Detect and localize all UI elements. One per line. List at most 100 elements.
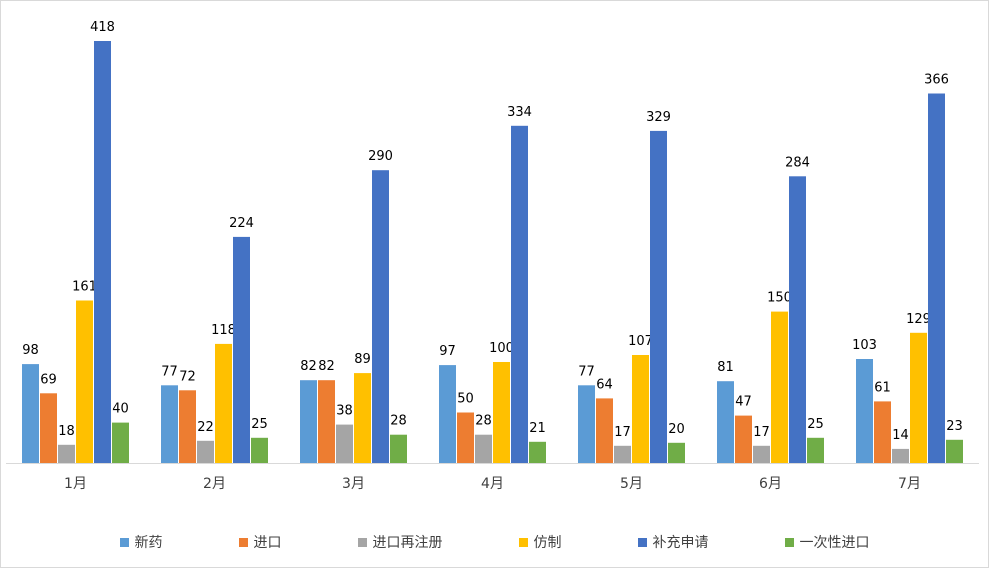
bar [457, 412, 474, 463]
legend-swatch [357, 537, 367, 547]
data-label: 14 [892, 428, 909, 443]
legend-label: 仿制 [533, 535, 562, 551]
bar [632, 355, 649, 463]
legend-item: 仿制 [518, 532, 562, 552]
x-tick-label: 6月 [759, 476, 782, 492]
bar [354, 373, 371, 463]
bar [215, 343, 232, 463]
legend-label: 新药 [134, 535, 163, 551]
legend-swatch [637, 537, 647, 547]
bar [892, 448, 909, 463]
data-label: 98 [22, 343, 39, 358]
legend-swatch [119, 537, 129, 547]
data-label: 150 [767, 291, 792, 306]
x-tick-label: 7月 [898, 476, 921, 492]
data-label: 224 [229, 216, 254, 231]
bar [874, 401, 891, 463]
data-label: 20 [668, 422, 685, 437]
legend-label: 进口再注册 [372, 535, 443, 551]
data-label: 47 [735, 395, 752, 410]
bar [439, 365, 456, 463]
bar [161, 385, 178, 463]
legend-swatch [784, 537, 794, 547]
data-label: 23 [946, 419, 963, 434]
legend-item: 进口 [238, 532, 282, 552]
bar [318, 380, 335, 463]
data-label: 103 [852, 338, 877, 353]
legend-label: 进口 [253, 535, 282, 551]
data-label: 161 [72, 280, 97, 295]
data-label: 25 [251, 417, 268, 432]
bar [94, 41, 111, 463]
data-label: 40 [112, 402, 129, 417]
legend-item: 新药 [119, 532, 163, 552]
data-label: 329 [646, 110, 671, 125]
data-label: 72 [179, 369, 196, 384]
bar [578, 385, 595, 463]
legend-swatch [238, 537, 248, 547]
bar [511, 125, 528, 464]
bar [856, 359, 873, 463]
bar [668, 442, 685, 463]
legend-swatch [518, 537, 528, 547]
data-label: 107 [628, 334, 653, 349]
bar [807, 437, 824, 463]
data-label: 17 [753, 425, 770, 440]
bar [197, 440, 214, 463]
bar [475, 434, 492, 463]
data-label: 418 [90, 20, 115, 35]
bar [112, 422, 129, 463]
legend-label: 补充申请 [652, 535, 709, 551]
data-label: 25 [807, 417, 824, 432]
data-label: 22 [197, 420, 214, 435]
data-label: 28 [390, 414, 407, 429]
data-label: 290 [368, 149, 393, 164]
data-label: 18 [58, 424, 75, 439]
data-label: 82 [300, 359, 317, 374]
data-label: 61 [874, 380, 891, 395]
bar [233, 236, 250, 463]
bar [372, 170, 389, 463]
data-label: 69 [40, 372, 57, 387]
x-tick-label: 3月 [342, 476, 365, 492]
bar [717, 381, 734, 463]
bar [529, 441, 546, 463]
bar [179, 390, 196, 463]
x-tick-label: 1月 [64, 476, 87, 492]
bar [390, 434, 407, 463]
data-label: 97 [439, 344, 456, 359]
bar [251, 437, 268, 463]
data-label: 118 [211, 323, 236, 338]
bar [614, 445, 631, 463]
bar [650, 130, 667, 463]
data-label: 64 [596, 377, 613, 392]
data-label: 334 [507, 105, 532, 120]
data-label: 28 [475, 414, 492, 429]
bar [771, 311, 788, 463]
data-label: 89 [354, 352, 371, 367]
bar [493, 362, 510, 463]
bar [76, 300, 93, 463]
bar [300, 380, 317, 463]
bar [336, 424, 353, 463]
data-label: 82 [318, 359, 335, 374]
bar [22, 364, 39, 463]
bar [928, 93, 945, 463]
x-tick-label: 5月 [620, 476, 643, 492]
data-label: 77 [578, 364, 595, 379]
data-label: 129 [906, 312, 931, 327]
bar [946, 439, 963, 463]
x-tick-label: 4月 [481, 476, 504, 492]
bar [789, 176, 806, 464]
legend-item: 补充申请 [637, 532, 709, 552]
data-label: 17 [614, 425, 631, 440]
data-label: 100 [489, 341, 514, 356]
legend-item: 一次性进口 [784, 532, 870, 552]
bar [735, 415, 752, 463]
data-label: 50 [457, 392, 474, 407]
data-label: 38 [336, 404, 353, 419]
data-label: 21 [529, 421, 546, 436]
bar [40, 393, 57, 463]
